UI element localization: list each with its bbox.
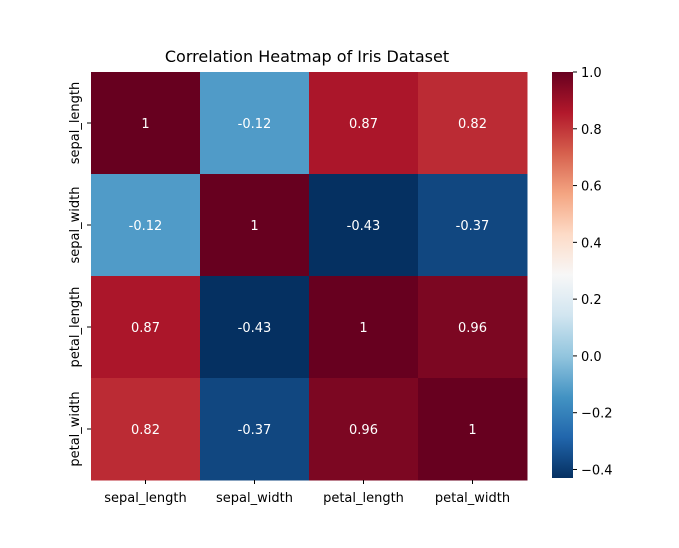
heatmap-cell <box>91 378 201 481</box>
x-tick-label: sepal_length <box>104 491 187 506</box>
cell-value-label: 0.82 <box>131 423 160 438</box>
cell-value-label: 0.87 <box>349 117 378 132</box>
y-tick-label: petal_length <box>68 287 83 368</box>
y-tick-label: petal_width <box>68 391 83 466</box>
heatmap-cell <box>309 378 419 481</box>
cell-value-label: 1 <box>141 117 149 132</box>
heatmap-cell <box>91 72 201 175</box>
y-tick-label: sepal_length <box>68 82 83 165</box>
x-axis: sepal_length sepal_width petal_length petal… <box>104 480 510 506</box>
cell-value-label: -0.43 <box>238 321 272 336</box>
heatmap-cell <box>309 72 419 175</box>
heatmap-cell <box>418 72 528 175</box>
colorbar: −0.4 −0.2 0.0 0.2 0.4 0.6 0.8 1.0 <box>552 66 613 478</box>
heatmap-cell <box>91 174 201 277</box>
cell-value-label: -0.12 <box>238 117 272 132</box>
x-tick-label: petal_width <box>435 491 510 506</box>
colorbar-tick-label: 0.2 <box>581 293 602 308</box>
cell-value-label: 0.96 <box>349 423 378 438</box>
cell-value-label: 0.87 <box>131 321 160 336</box>
heatmap-cell <box>418 378 528 481</box>
cell-value-label: -0.43 <box>347 219 381 234</box>
cell-value-label: 1 <box>359 321 367 336</box>
colorbar-tick-label: 0.8 <box>581 123 602 138</box>
colorbar-tick-label: 1.0 <box>581 66 602 81</box>
colorbar-tick-label: 0.0 <box>581 350 602 365</box>
chart-title: Correlation Heatmap of Iris Dataset <box>165 47 449 66</box>
heatmap-cell <box>200 174 310 277</box>
heatmap-cell <box>309 276 419 379</box>
heatmap-cell <box>418 174 528 277</box>
y-tick-label: sepal_width <box>68 187 83 264</box>
heatmap-cells: 1 -0.12 0.87 0.82 -0.12 1 -0.43 -0.37 0.87 -0.43 1… <box>91 72 528 481</box>
heatmap-cell <box>309 174 419 277</box>
heatmap-cell <box>200 378 310 481</box>
cell-value-label: 0.82 <box>458 117 487 132</box>
colorbar-tick-label: −0.2 <box>581 407 613 422</box>
x-tick-label: petal_length <box>323 491 404 506</box>
colorbar-tick-label: −0.4 <box>581 463 613 478</box>
x-tick-label: sepal_width <box>216 491 293 506</box>
cell-value-label: 1 <box>468 423 476 438</box>
cell-value-label: 1 <box>250 219 258 234</box>
colorbar-gradient <box>552 72 573 478</box>
heatmap-cell <box>200 72 310 175</box>
cell-value-label: -0.37 <box>456 219 490 234</box>
heatmap-cell <box>200 276 310 379</box>
colorbar-tick-label: 0.6 <box>581 180 602 195</box>
y-axis: sepal_length sepal_width petal_lengthpetal… <box>68 82 91 467</box>
heatmap-cell <box>418 276 528 379</box>
colorbar-tick-label: 0.4 <box>581 236 602 251</box>
cell-value-label: -0.37 <box>238 423 272 438</box>
cell-value-label: -0.12 <box>129 219 163 234</box>
heatmap-cell <box>91 276 201 379</box>
cell-value-label: 0.96 <box>458 321 487 336</box>
